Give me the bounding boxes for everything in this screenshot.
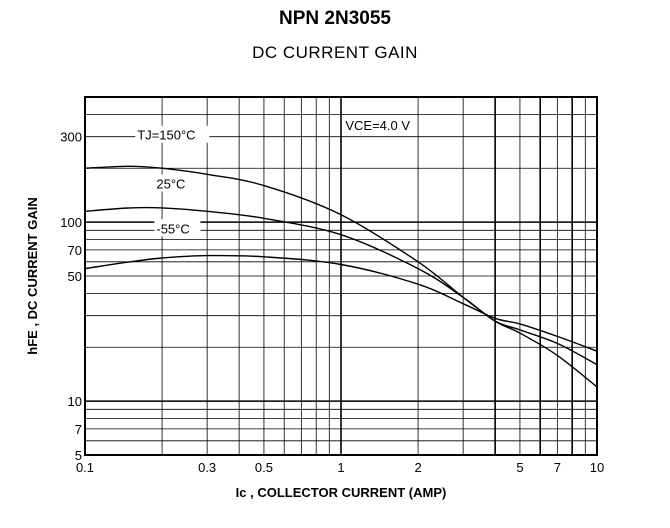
plot-frame	[84, 96, 598, 456]
y-tick-label: 10	[68, 394, 82, 409]
label-backdrop	[154, 174, 197, 192]
x-tick-label: 1	[337, 460, 344, 475]
label-backdrop	[154, 219, 201, 237]
x-tick-label: 5	[516, 460, 523, 475]
chart-grid	[85, 97, 597, 455]
x-tick-label: 2	[414, 460, 421, 475]
y-tick-label: 50	[68, 269, 82, 284]
y-axis-label: hFE , DC CURRENT GAIN	[25, 197, 40, 354]
x-tick-label: 0.1	[76, 460, 94, 475]
label-backdrop	[343, 115, 418, 133]
x-axis-label: Ic , COLLECTOR CURRENT (AMP)	[236, 485, 447, 500]
label-backdrop	[135, 125, 210, 143]
series-line	[84, 206, 598, 366]
vce-condition-label: VCE=4.0 V	[345, 118, 410, 133]
curve-annotations: TJ=150°C 25°C -55°C VCE=4.0 V	[135, 115, 418, 237]
series-line	[84, 165, 598, 388]
y-tick-label: 5	[75, 448, 82, 463]
x-tick-label: 10	[590, 460, 604, 475]
x-tick-label: 7	[554, 460, 561, 475]
y-tick-label: 7	[75, 422, 82, 437]
y-tick-label: 100	[60, 215, 82, 230]
tj-25-label: 25°C	[156, 177, 185, 192]
tj-150-label: TJ=150°C	[137, 128, 195, 143]
y-tick-label: 70	[68, 243, 82, 258]
chart-series	[84, 165, 598, 388]
chart-title: NPN 2N3055	[279, 8, 391, 29]
tj-minus55-label: -55°C	[156, 221, 189, 236]
chart-subtitle: DC CURRENT GAIN	[252, 43, 418, 62]
y-tick-label: 300	[60, 130, 82, 145]
series-line	[84, 254, 598, 352]
tick-labels: 0.1 0.3 0.5 1 2 5 7 10 300 100 70 50 10 7 5	[60, 130, 604, 475]
axis-labels: Ic , COLLECTOR CURRENT (AMP) hFE , DC CUR…	[25, 197, 446, 500]
x-tick-label: 0.5	[255, 460, 273, 475]
x-tick-label: 0.3	[198, 460, 216, 475]
